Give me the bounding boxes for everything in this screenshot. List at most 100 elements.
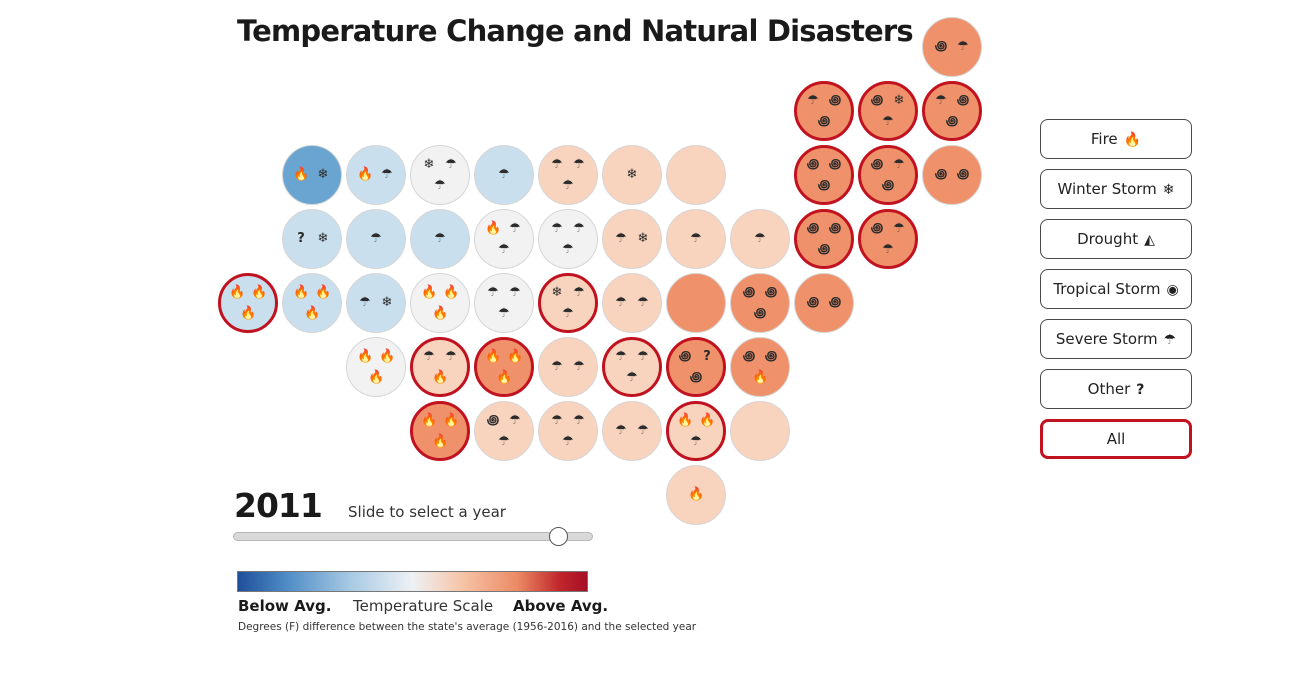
state-tile[interactable]: ꩜ ꩜ [922,145,982,205]
fire-icon: 🔥 [677,413,694,428]
state-tile[interactable] [666,145,726,205]
storm-cloud-icon: ☂ [637,423,649,438]
state-tile[interactable]: ☂ [666,209,726,269]
state-tile[interactable]: ☂ ☂ [538,337,598,397]
hurricane-icon: ꩜ [870,221,884,236]
storm-cloud-icon: ☂ [690,231,702,246]
storm-cloud-icon: ☂ [562,242,574,257]
fire-icon: 🔥 [432,370,449,385]
state-tile[interactable]: 🔥 ❄ [282,145,342,205]
state-tile[interactable]: ☂ ☂ [602,401,662,461]
state-tile[interactable]: 🔥 🔥 🔥 [410,401,470,461]
state-tile[interactable]: ☂ [410,209,470,269]
state-tile[interactable]: ꩜ ☂ ꩜ [858,145,918,205]
fire-icon: 🔥 [1123,132,1142,148]
hurricane-icon: ꩜ [828,221,842,236]
drought-icon: ◭ [1144,232,1155,248]
storm-cloud-icon: ☂ [615,295,627,310]
state-tile[interactable]: ☂ ❄ [346,273,406,333]
fire-icon: 🔥 [432,306,449,321]
state-tile[interactable]: ☂ ☂ ☂ [474,273,534,333]
fire-icon: 🔥 [443,285,460,300]
filter-label: Severe Storm [1055,330,1158,348]
filter-button-tropical-storm[interactable]: Tropical Storm ◉ [1040,269,1192,309]
snowflake-icon: ❄ [893,93,905,108]
storm-cloud-icon: ☂ [807,93,819,108]
state-tile[interactable]: 🔥 🔥 ☂ [666,401,726,461]
filter-button-severe-storm[interactable]: Severe Storm ☂ [1040,319,1192,359]
storm-cloud-icon: ☂ [434,231,446,246]
fire-icon: 🔥 [368,370,385,385]
state-tile[interactable]: 🔥 🔥 🔥 [410,273,470,333]
state-tile[interactable]: ☂ ☂ ☂ [538,145,598,205]
state-tile[interactable]: ☂ ❄ [602,209,662,269]
hurricane-icon: ꩜ [817,242,831,257]
state-tile[interactable] [730,401,790,461]
filter-button-all[interactable]: All [1040,419,1192,459]
snowflake-icon: ❄ [317,231,329,246]
state-tile[interactable]: ☂ [346,209,406,269]
fire-icon: 🔥 [357,349,374,364]
state-tile[interactable]: ☂ ☂ 🔥 [410,337,470,397]
year-slider-thumb[interactable] [549,527,568,546]
hurricane-icon: ꩜ [817,114,831,129]
state-tile[interactable]: 🔥 🔥 🔥 [282,273,342,333]
state-tile[interactable]: 🔥 🔥 🔥 [474,337,534,397]
hurricane-icon: ꩜ [486,413,500,428]
state-tile[interactable]: ꩜ ꩜ 🔥 [730,337,790,397]
state-tile[interactable]: ꩜ ꩜ ꩜ [794,145,854,205]
storm-cloud-icon: ☂ [573,221,585,236]
year-slider-track[interactable] [233,532,593,541]
storm-cloud-icon: ☂ [551,413,563,428]
state-tile[interactable]: ☂ ☂ ☂ [538,209,598,269]
scale-above-label: Above Avg. [513,597,609,615]
storm-cloud-icon: ☂ [893,157,905,172]
state-tile[interactable]: ꩜ ☂ [922,17,982,77]
state-tile[interactable]: ☂ ☂ [602,273,662,333]
storm-cloud-icon: ☂ [615,349,627,364]
filter-button-drought[interactable]: Drought ◭ [1040,219,1192,259]
hurricane-icon: ꩜ [742,285,756,300]
state-tile[interactable]: ꩜ ꩜ [794,273,854,333]
state-tile[interactable]: 🔥 [666,465,726,525]
storm-cloud-icon: ☂ [381,167,393,182]
state-tile[interactable]: ☂ ☂ ☂ [538,401,598,461]
hurricane-icon: ꩜ [956,93,970,108]
state-tile[interactable]: ☂ ☂ ☂ [602,337,662,397]
state-tile[interactable]: ꩜ ❄ ☂ [858,81,918,141]
storm-cloud-icon: ☂ [509,413,521,428]
state-tile[interactable]: ꩜ ☂ ☂ [858,209,918,269]
state-tile[interactable]: ꩜ ☂ ☂ [474,401,534,461]
filter-button-fire[interactable]: Fire 🔥 [1040,119,1192,159]
state-tile[interactable]: 🔥 ☂ ☂ [474,209,534,269]
state-tile[interactable]: ❄ [602,145,662,205]
storm-cloud-icon: ☂ [1163,332,1177,348]
state-tile[interactable]: ꩜? ꩜ [666,337,726,397]
storm-cloud-icon: ☂ [573,359,585,374]
state-tile[interactable]: ? ❄ [282,209,342,269]
state-tile[interactable]: ☂ ꩜ ꩜ [922,81,982,141]
hurricane-icon: ꩜ [870,93,884,108]
filter-button-other[interactable]: Other? [1040,369,1192,409]
state-tile[interactable]: ☂ ꩜ ꩜ [794,81,854,141]
state-tile[interactable]: ❄ ☂ ☂ [538,273,598,333]
state-tile[interactable]: ꩜ ꩜ ꩜ [730,273,790,333]
state-tile[interactable] [666,273,726,333]
storm-cloud-icon: ☂ [615,423,627,438]
state-tile[interactable]: ☂ [474,145,534,205]
hurricane-icon: ꩜ [870,157,884,172]
state-tile[interactable]: ❄ ☂ ☂ [410,145,470,205]
storm-cloud-icon: ☂ [626,370,638,385]
filter-label: Other [1087,380,1131,398]
state-tile[interactable]: ☂ [730,209,790,269]
fire-icon: 🔥 [485,221,502,236]
state-tile[interactable]: 🔥 🔥 🔥 [346,337,406,397]
state-tile[interactable]: 🔥 🔥 🔥 [218,273,278,333]
state-tile[interactable]: 🔥 ☂ [346,145,406,205]
state-tile[interactable]: ꩜ ꩜ ꩜ [794,209,854,269]
hurricane-icon: ꩜ [678,349,692,364]
filter-button-winter-storm[interactable]: Winter Storm ❄ [1040,169,1192,209]
storm-cloud-icon: ☂ [359,295,371,310]
scale-below-label: Below Avg. [238,597,332,615]
